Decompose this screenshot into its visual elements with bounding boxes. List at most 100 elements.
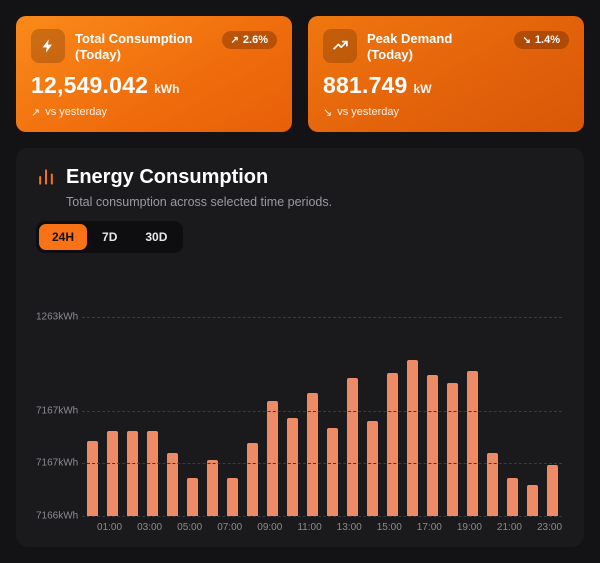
- total-consumption-card: Total Consumption (Today) ↗ 2.6% 12,549.…: [16, 16, 292, 132]
- peak-demand-card: Peak Demand (Today) ↘ 1.4% 881.749 kW ↘ …: [308, 16, 584, 132]
- trend-chart-icon: [323, 29, 357, 63]
- bar[interactable]: [266, 401, 278, 516]
- bar-slot: [102, 311, 122, 516]
- bar[interactable]: [206, 460, 218, 516]
- bar-slot: [262, 311, 282, 516]
- card-title: Total Consumption (Today): [75, 31, 193, 63]
- bar[interactable]: [226, 478, 238, 516]
- bar[interactable]: [346, 378, 358, 516]
- card-unit: kW: [413, 81, 432, 96]
- bar[interactable]: [186, 478, 198, 516]
- bar[interactable]: [446, 383, 458, 516]
- bar[interactable]: [426, 375, 438, 516]
- trend-down-icon: ↘: [522, 34, 531, 46]
- bar[interactable]: [486, 453, 498, 516]
- bar-slot: [542, 311, 562, 516]
- x-tick-spacer: [242, 522, 257, 533]
- bar[interactable]: [406, 360, 418, 516]
- badge-value: 2.6%: [242, 34, 268, 46]
- x-tick-label: 15:00: [376, 522, 402, 533]
- x-tick-spacer: [122, 522, 137, 533]
- time-range-tabs: 24H 7D 30D: [36, 220, 184, 253]
- card-value: 12,549.042: [31, 71, 149, 98]
- bar[interactable]: [306, 393, 318, 516]
- x-tick-spacer: [402, 522, 417, 533]
- bar-slot: [122, 311, 142, 516]
- bar-slot: [182, 311, 202, 516]
- bar-slot: [462, 311, 482, 516]
- footer-label: vs yesterday: [337, 106, 399, 118]
- x-tick-spacer: [162, 522, 177, 533]
- bar-slot: [162, 311, 182, 516]
- trend-up-icon: ↗: [230, 34, 239, 46]
- card-header: Total Consumption (Today) ↗ 2.6%: [31, 29, 277, 64]
- bar[interactable]: [386, 373, 398, 516]
- bar[interactable]: [466, 371, 478, 516]
- chart-title-row: Energy Consumption: [36, 166, 564, 189]
- gridline: [82, 317, 562, 319]
- tab-7d[interactable]: 7D: [89, 224, 130, 250]
- x-tick-spacer: [82, 522, 97, 533]
- card-title: Peak Demand (Today): [367, 31, 453, 63]
- y-tick-label: 7167kWh: [36, 457, 79, 469]
- bar[interactable]: [146, 431, 158, 516]
- bar[interactable]: [506, 478, 518, 516]
- card-footer: ↗ vs yesterday: [31, 106, 277, 119]
- x-tick-label: 05:00: [177, 522, 203, 533]
- bar[interactable]: [526, 485, 538, 516]
- bar[interactable]: [106, 431, 118, 516]
- footer-label: vs yesterday: [45, 106, 107, 118]
- chart-plot: 1263kWh 7167kWh 7167kWh 7166kWh: [36, 311, 564, 522]
- bar-slot: [382, 311, 402, 516]
- x-tick-label: 13:00: [336, 522, 362, 533]
- bar[interactable]: [366, 421, 378, 516]
- bar-slot: [502, 311, 522, 516]
- x-axis-labels: 01:00 03:00 05:00 07:00 09:00 11:00 13:00 15:00…: [82, 522, 562, 533]
- bar[interactable]: [246, 443, 258, 516]
- tab-30d[interactable]: 30D: [132, 224, 180, 250]
- chart-title: Energy Consumption: [66, 165, 269, 188]
- x-tick-label: 21:00: [496, 522, 522, 533]
- card-unit: kWh: [154, 81, 180, 96]
- bar-slot: [302, 311, 322, 516]
- x-tick-spacer: [322, 522, 337, 533]
- trend-up-icon: ↗: [31, 106, 41, 119]
- energy-consumption-card: Energy Consumption Total consumption acr…: [16, 147, 584, 547]
- x-tick-spacer: [362, 522, 377, 533]
- trend-down-icon: ↘: [323, 106, 333, 119]
- trend-badge: ↘ 1.4%: [513, 31, 569, 49]
- bar-slot: [82, 311, 102, 516]
- y-tick-label: 1263kWh: [36, 311, 79, 323]
- gridline: [82, 462, 562, 464]
- bar-slot: [222, 311, 242, 516]
- bar[interactable]: [86, 441, 98, 516]
- bar-slot: [482, 311, 502, 516]
- bar[interactable]: [546, 465, 558, 516]
- x-tick-spacer: [282, 522, 297, 533]
- x-tick-spacer: [442, 522, 457, 533]
- bar-slot: [202, 311, 222, 516]
- bars: [82, 311, 562, 516]
- bar-slot: [342, 311, 362, 516]
- x-tick-label: 11:00: [297, 522, 322, 533]
- x-tick-label: 01:00: [97, 522, 123, 533]
- card-value: 881.749: [323, 71, 408, 98]
- bar[interactable]: [166, 453, 178, 516]
- bar-slot: [522, 311, 542, 516]
- card-value-row: 12,549.042 kWh: [31, 72, 277, 99]
- stat-cards-row: Total Consumption (Today) ↗ 2.6% 12,549.…: [16, 16, 584, 132]
- gridline: [82, 516, 562, 517]
- bar[interactable]: [286, 418, 298, 516]
- bar[interactable]: [326, 428, 338, 516]
- bolt-icon: [31, 29, 65, 63]
- bar[interactable]: [126, 431, 138, 516]
- chart-area: 1263kWh 7167kWh 7167kWh 7166kWh 01:00 03:00 0…: [36, 263, 564, 533]
- x-tick-spacer: [522, 522, 537, 533]
- x-tick-label: 09:00: [257, 522, 283, 533]
- x-tick-spacer: [202, 522, 217, 533]
- y-tick-label: 7167kWh: [36, 405, 79, 417]
- tab-24h[interactable]: 24H: [39, 223, 88, 250]
- card-value-row: 881.749 kW: [323, 72, 569, 99]
- y-tick-label: 7166kWh: [36, 510, 79, 522]
